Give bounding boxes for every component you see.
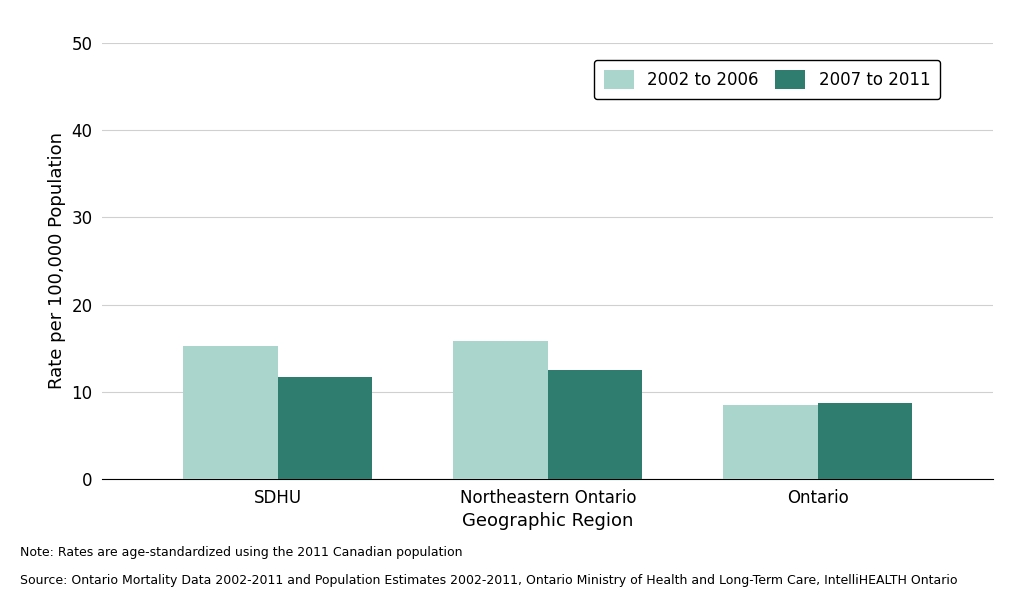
Text: Source: Ontario Mortality Data 2002-2011 and Population Estimates 2002-2011, Ont: Source: Ontario Mortality Data 2002-2011…: [20, 574, 958, 587]
Bar: [548, 370, 642, 479]
Bar: [454, 341, 548, 479]
Y-axis label: Rate per 100,000 Population: Rate per 100,000 Population: [48, 133, 66, 389]
Legend: 2002 to 2006, 2007 to 2011: 2002 to 2006, 2007 to 2011: [594, 60, 940, 99]
Bar: [723, 405, 818, 479]
Bar: [818, 403, 912, 479]
Text: Note: Rates are age-standardized using the 2011 Canadian population: Note: Rates are age-standardized using t…: [20, 546, 463, 559]
Bar: [278, 377, 373, 479]
X-axis label: Geographic Region: Geographic Region: [462, 512, 634, 530]
Bar: [183, 346, 278, 479]
